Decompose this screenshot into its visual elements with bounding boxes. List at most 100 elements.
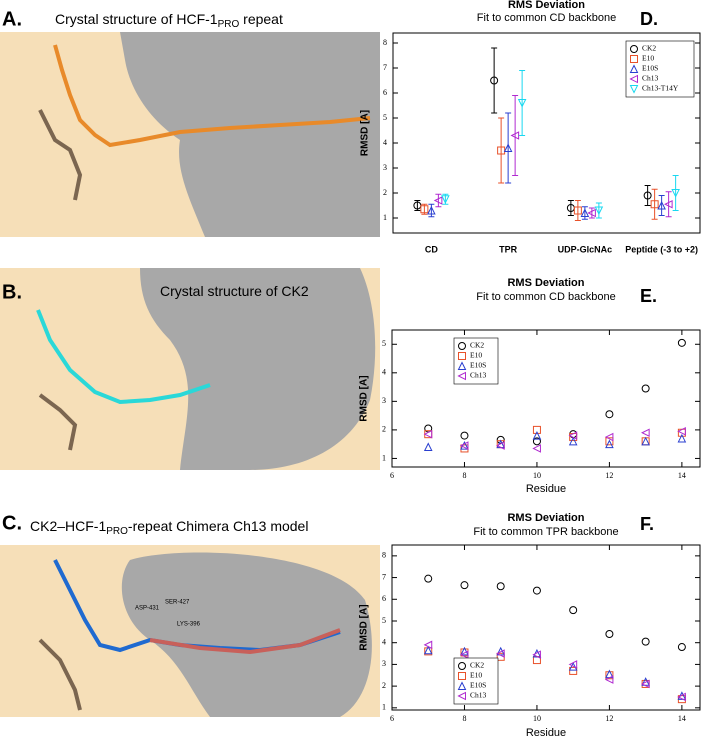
marker bbox=[490, 76, 499, 85]
y-tick-label: 8 bbox=[382, 551, 386, 560]
error-bar bbox=[567, 200, 574, 216]
y-tick-label: 3 bbox=[382, 396, 386, 405]
y-axis-label: RMSD [A] bbox=[360, 110, 371, 156]
error-bar bbox=[658, 195, 665, 216]
marker bbox=[605, 410, 614, 419]
title-part: repeat bbox=[239, 11, 283, 27]
marker bbox=[441, 195, 450, 204]
y-tick-label: 1 bbox=[382, 703, 386, 712]
legend-label: E10S bbox=[470, 681, 486, 690]
error-bar bbox=[665, 191, 672, 218]
legend-label: E10S bbox=[642, 64, 658, 73]
error-bar bbox=[505, 112, 512, 184]
y-tick-label: 7 bbox=[382, 572, 386, 581]
error-bar bbox=[435, 193, 442, 208]
marker bbox=[605, 437, 614, 446]
marker bbox=[423, 640, 433, 650]
marker bbox=[643, 191, 652, 200]
legend-label: E10 bbox=[470, 671, 482, 680]
marker bbox=[568, 660, 578, 669]
marker bbox=[532, 430, 542, 440]
marker bbox=[423, 429, 433, 439]
marker bbox=[569, 666, 578, 675]
marker bbox=[460, 646, 469, 656]
x-tick-label: 8 bbox=[462, 471, 466, 480]
marker bbox=[594, 206, 604, 216]
plot-frame bbox=[391, 329, 701, 468]
error-bar bbox=[651, 188, 658, 220]
marker bbox=[630, 55, 638, 63]
legend-label: E10 bbox=[470, 351, 482, 360]
y-tick-label: 1 bbox=[382, 453, 386, 462]
peptide-stick-red bbox=[149, 628, 341, 655]
marker bbox=[650, 200, 659, 209]
marker bbox=[677, 692, 686, 702]
title-part: Crystal structure of HCF-1 bbox=[55, 11, 218, 27]
y-tick-label: 6 bbox=[382, 594, 386, 603]
panel-title: Crystal structure of CK2 bbox=[160, 283, 309, 299]
y-tick-label: 4 bbox=[382, 638, 386, 647]
error-bar bbox=[512, 95, 519, 176]
y-tick-label: 7 bbox=[383, 63, 387, 72]
y-tick-label: 4 bbox=[382, 368, 386, 377]
plot-frame bbox=[392, 32, 701, 234]
marker bbox=[677, 643, 686, 652]
marker bbox=[605, 630, 614, 639]
marker bbox=[568, 436, 578, 446]
marker bbox=[580, 208, 590, 217]
marker bbox=[427, 205, 436, 215]
error-bar bbox=[595, 202, 602, 219]
x-tick-label: 12 bbox=[605, 714, 613, 723]
residue-label: ASP-431 bbox=[135, 606, 160, 612]
ligand-stick bbox=[38, 638, 82, 711]
y-tick-label: 5 bbox=[382, 339, 386, 348]
error-bar bbox=[644, 185, 651, 206]
marker bbox=[532, 586, 541, 595]
panel-title: CK2–HCF-1PRO-repeat Chimera Ch13 model bbox=[30, 518, 308, 537]
marker bbox=[671, 189, 680, 198]
x-tick-label: 12 bbox=[605, 471, 613, 480]
marker bbox=[424, 574, 433, 583]
marker bbox=[457, 361, 467, 370]
surface-gray bbox=[120, 32, 380, 237]
marker bbox=[517, 99, 527, 108]
y-tick-label: 3 bbox=[383, 163, 387, 172]
x-axis-label: Residue bbox=[526, 727, 566, 739]
marker bbox=[423, 645, 433, 655]
x-tick-label: TPR bbox=[499, 244, 518, 254]
residue-label: SER-427 bbox=[165, 600, 190, 606]
peptide-stick bbox=[53, 44, 371, 148]
marker bbox=[677, 338, 686, 347]
marker bbox=[532, 444, 541, 453]
marker bbox=[664, 199, 673, 209]
legend-label: Ch13 bbox=[470, 371, 487, 380]
legend-label: E10 bbox=[642, 54, 654, 63]
error-bar bbox=[519, 70, 526, 136]
marker bbox=[420, 205, 429, 214]
x-tick-label: 14 bbox=[678, 714, 686, 723]
chart-subtitle: Fit to common CD backbone bbox=[477, 12, 616, 24]
marker bbox=[657, 200, 666, 210]
marker bbox=[641, 637, 650, 646]
marker bbox=[460, 431, 469, 440]
panel-letter: C. bbox=[2, 512, 22, 534]
title-part: Crystal structure of CK2 bbox=[160, 283, 309, 299]
y-tick-label: 5 bbox=[383, 113, 387, 122]
x-axis-label: Residue bbox=[526, 483, 566, 495]
error-bar bbox=[588, 207, 595, 219]
chart-subtitle: Fit to common TPR backbone bbox=[473, 526, 618, 538]
y-tick-label: 2 bbox=[382, 425, 386, 434]
surface-gray bbox=[121, 552, 372, 717]
marker bbox=[532, 650, 541, 659]
marker bbox=[677, 427, 686, 436]
panel-letter: D. bbox=[640, 9, 658, 29]
marker bbox=[629, 85, 639, 94]
marker bbox=[641, 428, 650, 438]
marker bbox=[423, 442, 433, 452]
panel-letter: B. bbox=[2, 281, 22, 303]
surface-gray bbox=[140, 268, 376, 470]
x-tick-label: 8 bbox=[462, 714, 466, 723]
panel-letter: F. bbox=[640, 514, 654, 534]
title-sub: PRO bbox=[218, 19, 240, 30]
marker bbox=[510, 131, 520, 140]
